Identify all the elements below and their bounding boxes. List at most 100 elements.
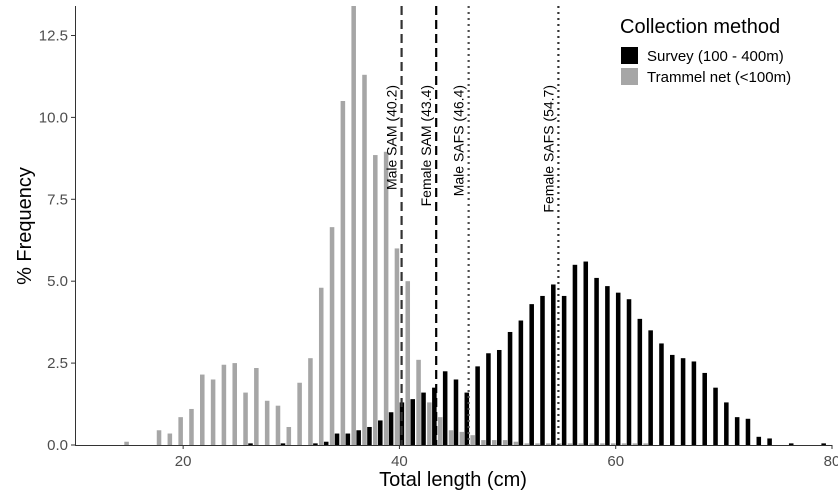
- bar-survey-58: [594, 277, 599, 445]
- x-axis-ticks: 20 40 60 80: [175, 445, 838, 470]
- bar-trammel-34: [329, 227, 335, 445]
- bar-survey-49: [496, 349, 502, 445]
- bar-survey-61: [626, 299, 632, 445]
- bar-survey-72: [745, 418, 751, 445]
- reference-line-label-0: Male SAM (40.2): [384, 85, 400, 190]
- bar-survey-39: [388, 412, 394, 445]
- bar-survey-47: [475, 366, 480, 445]
- bar-trammel-20: [178, 417, 183, 445]
- bar-trammel-27: [254, 368, 259, 445]
- bar-trammel-63: [643, 443, 648, 445]
- bar-trammel-25: [232, 363, 237, 445]
- bar-trammel-37: [362, 74, 367, 446]
- bar-survey-43: [432, 387, 437, 445]
- x-tick-label-40: 40: [391, 453, 408, 470]
- bar-trammel-41: [405, 281, 411, 445]
- bar-survey-38: [378, 420, 383, 445]
- legend-key-survey: [621, 47, 638, 64]
- bar-trammel-62: [632, 443, 638, 445]
- bar-trammel-46: [459, 431, 465, 445]
- bar-trammel-47: [470, 435, 475, 445]
- bar-trammel-39: [383, 151, 389, 446]
- bar-survey-36: [356, 430, 361, 445]
- bar-trammel-23: [210, 379, 216, 445]
- bar-survey-52: [529, 304, 534, 445]
- bar-trammel-33: [318, 287, 324, 445]
- bar-survey-40: [399, 402, 405, 445]
- bar-survey-76: [788, 443, 794, 445]
- bar-trammel-51: [513, 441, 519, 445]
- bar-trammel-61: [621, 443, 627, 445]
- bar-survey-79: [821, 443, 826, 445]
- legend-label-trammel: Trammel net (<100m): [647, 69, 791, 86]
- legend-label-survey: Survey (100 - 400m): [647, 48, 784, 65]
- bar-trammel-31: [297, 382, 302, 445]
- bar-trammel-38: [373, 155, 378, 445]
- legend-key-trammel: [621, 68, 638, 85]
- bar-survey-73: [756, 436, 762, 445]
- bar-survey-29: [280, 443, 286, 445]
- bar-survey-57: [583, 261, 589, 445]
- bar-survey-74: [767, 438, 772, 445]
- y-tick-label-3: 7.5: [47, 191, 68, 208]
- x-tick-label-60: 60: [607, 453, 624, 470]
- bar-trammel-18: [156, 430, 162, 445]
- bar-survey-53: [540, 295, 545, 445]
- bar-survey-60: [615, 292, 621, 445]
- bar-trammel-22: [200, 374, 205, 445]
- reference-lines-layer: Male SAM (40.2) Female SAM (43.4) Male SAF…: [384, 6, 560, 445]
- y-tick-label-1: 2.5: [47, 355, 68, 372]
- bar-trammel-26: [243, 392, 248, 445]
- bar-survey-37: [367, 426, 372, 445]
- x-tick-label-20: 20: [175, 453, 192, 470]
- bar-trammel-48: [481, 440, 486, 445]
- bar-survey-35: [345, 433, 351, 445]
- bar-survey-48: [486, 353, 491, 445]
- bar-trammel-29: [275, 405, 281, 445]
- reference-line-label-1: Female SAM (43.4): [418, 85, 434, 206]
- bar-trammel-59: [600, 443, 605, 445]
- bar-trammel-15: [124, 441, 129, 445]
- x-axis-title: Total length (cm): [379, 469, 527, 491]
- bar-trammel-36: [351, 6, 356, 445]
- bar-trammel-58: [589, 443, 594, 445]
- bar-survey-26: [248, 443, 253, 445]
- bar-trammel-60: [610, 443, 616, 445]
- bars-layer: [124, 6, 826, 446]
- bar-survey-64: [659, 343, 664, 445]
- bar-trammel-44: [437, 417, 443, 445]
- bar-survey-46: [464, 392, 470, 445]
- bar-survey-45: [453, 379, 459, 445]
- bar-trammel-56: [567, 443, 573, 445]
- bar-trammel-54: [546, 443, 551, 445]
- bar-trammel-24: [221, 364, 227, 445]
- bar-survey-41: [410, 399, 415, 445]
- bar-trammel-30: [286, 426, 292, 445]
- y-axis-ticks: 0.0 2.5 5.0 7.5 10.0 12.5: [39, 27, 75, 454]
- y-axis-title: % Frequency: [14, 167, 36, 285]
- bar-trammel-42: [416, 359, 421, 445]
- bar-trammel-28: [264, 400, 270, 445]
- legend: Collection method Survey (100 - 400m) Tr…: [620, 16, 791, 86]
- y-tick-label-4: 10.0: [39, 109, 68, 126]
- bar-trammel-45: [448, 430, 454, 445]
- bar-survey-51: [518, 320, 524, 445]
- bar-survey-65: [670, 354, 675, 445]
- y-tick-label-0: 0.0: [47, 437, 68, 454]
- reference-line-label-2: Male SAFS (46.4): [451, 85, 467, 196]
- bar-trammel-49: [492, 440, 497, 445]
- bar-survey-50: [507, 331, 513, 445]
- bar-survey-54: [551, 284, 556, 445]
- bar-survey-71: [734, 417, 740, 445]
- bar-survey-33: [323, 441, 329, 445]
- bar-survey-34: [334, 433, 340, 445]
- y-tick-label-2: 5.0: [47, 273, 68, 290]
- y-tick-label-5: 12.5: [39, 27, 68, 44]
- bar-trammel-43: [427, 402, 432, 445]
- legend-title: Collection method: [620, 16, 780, 38]
- bar-survey-44: [442, 371, 448, 445]
- bar-trammel-40: [394, 248, 400, 445]
- bar-survey-32: [313, 443, 318, 445]
- bar-survey-67: [691, 361, 697, 445]
